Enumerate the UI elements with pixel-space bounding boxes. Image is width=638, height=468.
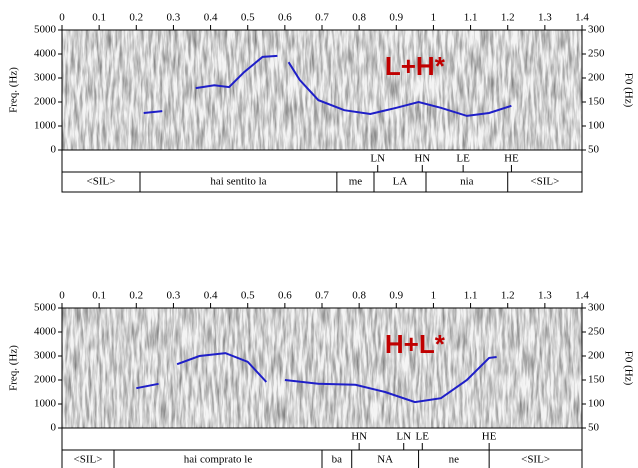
y2-tick-label: 50 [588,422,600,434]
x-tick-label: 0.8 [352,290,366,302]
x-tick-label: 1.4 [575,12,589,24]
y-tick-label: 5000 [34,24,57,36]
y2-tick-label: 150 [588,96,605,108]
interval-label: ne [449,454,460,466]
x-tick-label: 1.4 [575,290,589,302]
y2-tick-label: 300 [588,302,605,314]
y2-tick-label: 250 [588,326,605,338]
x-tick-label: 1.3 [538,12,552,24]
y2-tick-label: 250 [588,48,605,60]
x-tick-label: 0.3 [167,12,181,24]
y-tick-label: 3000 [34,350,57,362]
y2-tick-label: 100 [588,398,605,410]
y2-tick-label: 200 [588,350,605,362]
x-tick-label: 0.2 [129,12,143,24]
x-tick-label: 1.3 [538,290,552,302]
interval-label: <SIL> [521,454,550,466]
x-tick-label: 0.4 [204,12,218,24]
x-tick-label: 0.7 [315,12,329,24]
x-tick-label: 0.4 [204,290,218,302]
x-tick-label: 0.9 [389,12,403,24]
y-tick-label: 2000 [34,96,57,108]
x-tick-label: 0.1 [92,290,106,302]
y-axis-label: Freq. (Hz) [8,67,20,113]
f0-contour [143,54,512,117]
y2-tick-label: 100 [588,120,605,132]
point-tier [61,427,583,451]
y-tick-label: 4000 [34,326,57,338]
x-tick-label: 0.8 [352,12,366,24]
y2-tick-label: 200 [588,72,605,84]
x-tick-label: 0.1 [92,12,106,24]
y2-tick-label: 300 [588,24,605,36]
point-label: LN [370,153,385,165]
point-label: HN [414,153,430,165]
y-axis-label: Freq. (Hz) [8,345,20,391]
interval-label: me [349,176,363,188]
y-tick-label: 4000 [34,48,57,60]
y2-tick-label: 50 [588,144,600,156]
point-label: HE [504,153,519,165]
x-tick-label: 1.2 [501,12,515,24]
annotation: H+L* [385,329,446,359]
x-tick-label: 0 [59,12,65,24]
y-tick-label: 5000 [34,302,57,314]
x-tick-label: 0.7 [315,290,329,302]
point-label: LE [416,431,430,443]
f0-contour [136,352,497,404]
spectrogram-texture [62,30,582,150]
x-tick-label: 0.3 [167,290,181,302]
x-tick-label: 0.9 [389,290,403,302]
spectrogram-texture [62,308,582,428]
y-tick-label: 1000 [34,120,57,132]
interval-label: ba [332,454,343,466]
y-tick-label: 0 [51,422,57,434]
interval-tier [61,171,583,193]
x-tick-label: 0.6 [278,290,292,302]
interval-label: hai comprato le [184,454,253,466]
x-tick-label: 0 [59,290,65,302]
y2-tick-label: 150 [588,374,605,386]
x-tick-label: 0.5 [241,290,255,302]
x-tick-label: 0.5 [241,12,255,24]
interval-label: NA [377,454,393,466]
x-tick-label: 1.2 [501,290,515,302]
point-label: LE [456,153,470,165]
point-label: LN [396,431,411,443]
x-tick-label: 0.6 [278,12,292,24]
x-tick-label: 1 [431,12,437,24]
interval-label: <SIL> [74,454,103,466]
annotation: L+H* [385,51,446,81]
y-tick-label: 0 [51,144,57,156]
interval-label: <SIL> [87,176,116,188]
point-label: HE [482,431,497,443]
x-tick-label: 1.1 [464,12,478,24]
x-tick-label: 1 [431,290,437,302]
interval-label: <SIL> [530,176,559,188]
interval-label: LA [393,176,408,188]
y2-axis-label: F0 (Hz) [622,73,634,108]
y-tick-label: 2000 [34,374,57,386]
y-tick-label: 3000 [34,72,57,84]
y-tick-label: 1000 [34,398,57,410]
interval-label: nia [460,176,474,188]
y2-axis-label: F0 (Hz) [622,351,634,386]
x-tick-label: 0.2 [129,290,143,302]
x-tick-label: 1.1 [464,290,478,302]
point-label: HN [351,431,367,443]
interval-label: hai sentito la [210,176,266,188]
